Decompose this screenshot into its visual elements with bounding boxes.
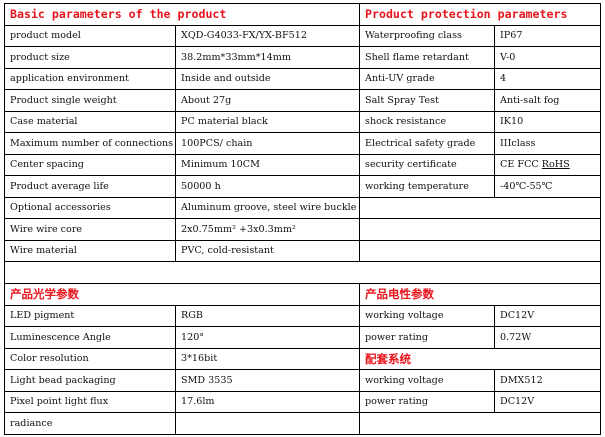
basic-value: PC material black [174,110,361,133]
optical-value: 3*16bit [174,347,361,370]
protection-value: -40℃-55℃ [494,175,602,198]
protection-value: V-0 [494,46,602,69]
protection-parameters-title: Product protection parameters [359,3,602,26]
optical-parameters-title: 产品光学参数 [3,283,361,306]
protection-value: CE FCC RoHS [494,153,602,176]
optical-value: SMD 3535 [174,369,361,392]
basic-label: Product single weight [4,89,176,112]
protection-label: working temperature [359,175,496,198]
protection-value: IIIclass [494,132,602,155]
table-row: Product average life 50000 h working tem… [4,175,602,198]
basic-label: application environment [4,67,176,90]
basic-label: Maximum number of connections [4,132,176,155]
basic-value: PVC, cold-resistant [174,239,361,262]
optical-value: 120° [174,326,361,349]
optical-value: RGB [174,304,361,327]
basic-value: 38.2mm*33mm*14mm [174,46,361,69]
protection-label: Shell flame retardant [359,46,496,69]
empty-cell [359,239,602,262]
electrical-parameters-title: 产品电性参数 [359,283,602,306]
optical-label: Pixel point light flux [4,390,176,413]
basic-value: Aluminum groove, steel wire buckle [174,196,361,219]
protection-label: Waterproofing class [359,24,496,47]
table-row: Center spacing Minimum 10CM security cer… [4,153,602,176]
control-value: DC12V [494,390,602,413]
basic-value: Minimum 10CM [174,153,361,176]
table-row: Pixel point light flux 17.6lm power rati… [4,390,602,413]
table-row: LED pigment RGB working voltage DC12V [4,304,602,327]
certificate-rohs: RoHS [541,159,570,171]
section-header-row: Basic parameters of the product Product … [3,3,602,26]
basic-value: 2x0.75mm² +3x0.3mm² [174,218,361,241]
protection-label: Electrical safety grade [359,132,496,155]
table-row: product size 38.2mm*33mm*14mm Shell flam… [4,46,602,69]
optical-value: 17.6lm [174,390,361,413]
table-row: Product single weight About 27g Salt Spr… [4,89,602,112]
table-row: radiance [4,412,602,435]
control-system-title: 配套系统 [359,347,602,370]
empty-cell [359,218,602,241]
basic-label: product model [4,24,176,47]
empty-cell [3,261,602,284]
table-row: Case material PC material black shock re… [4,110,602,133]
protection-value: 4 [494,67,602,90]
protection-value: IK10 [494,110,602,133]
basic-label: Center spacing [4,153,176,176]
spacer-row [3,261,602,284]
table-row: application environment Inside and outsi… [4,67,602,90]
protection-value: IP67 [494,24,602,47]
basic-label: product size [4,46,176,69]
certificate-main: CE FCC [500,159,542,171]
basic-label: Wire wire core [4,218,176,241]
basic-label: Case material [4,110,176,133]
protection-label: Anti-UV grade [359,67,496,90]
table-row: Color resolution 3*16bit 配套系统 [4,347,602,370]
section-header-row: 产品光学参数 产品电性参数 [3,283,602,306]
protection-label: shock resistance [359,110,496,133]
table-row: product model XQD-G4033-FX/YX-BF512 Wate… [4,24,602,47]
optical-label: Light bead packaging [4,369,176,392]
optical-label: radiance [4,412,176,435]
basic-value: 100PCS/ chain [174,132,361,155]
electrical-label: working voltage [359,304,496,327]
control-label: power rating [359,390,496,413]
optical-label: Luminescence Angle [4,326,176,349]
control-value: DMX512 [494,369,602,392]
empty-cell [359,412,602,435]
electrical-value: DC12V [494,304,602,327]
empty-cell [359,196,602,219]
optical-label: Color resolution [4,347,176,370]
optical-label: LED pigment [4,304,176,327]
protection-label: Salt Spray Test [359,89,496,112]
basic-value: 50000 h [174,175,361,198]
basic-value: Inside and outside [174,67,361,90]
electrical-label: power rating [359,326,496,349]
table-row: Wire wire core 2x0.75mm² +3x0.3mm² [4,218,602,241]
spec-table: Basic parameters of the product Product … [3,3,602,435]
basic-value: XQD-G4033-FX/YX-BF512 [174,24,361,47]
electrical-value: 0.72W [494,326,602,349]
table-row: Luminescence Angle 120° power rating 0.7… [4,326,602,349]
table-row: Wire material PVC, cold-resistant [4,239,602,262]
table-row: Maximum number of connections 100PCS/ ch… [4,132,602,155]
table-row: Optional accessories Aluminum groove, st… [4,196,602,219]
basic-label: Product average life [4,175,176,198]
table-row: Light bead packaging SMD 3535 working vo… [4,369,602,392]
optical-value [174,412,361,435]
basic-value: About 27g [174,89,361,112]
basic-parameters-title: Basic parameters of the product [3,3,361,26]
basic-label: Optional accessories [4,196,176,219]
protection-value: Anti-salt fog [494,89,602,112]
basic-label: Wire material [4,239,176,262]
control-label: working voltage [359,369,496,392]
protection-label: security certificate [359,153,496,176]
